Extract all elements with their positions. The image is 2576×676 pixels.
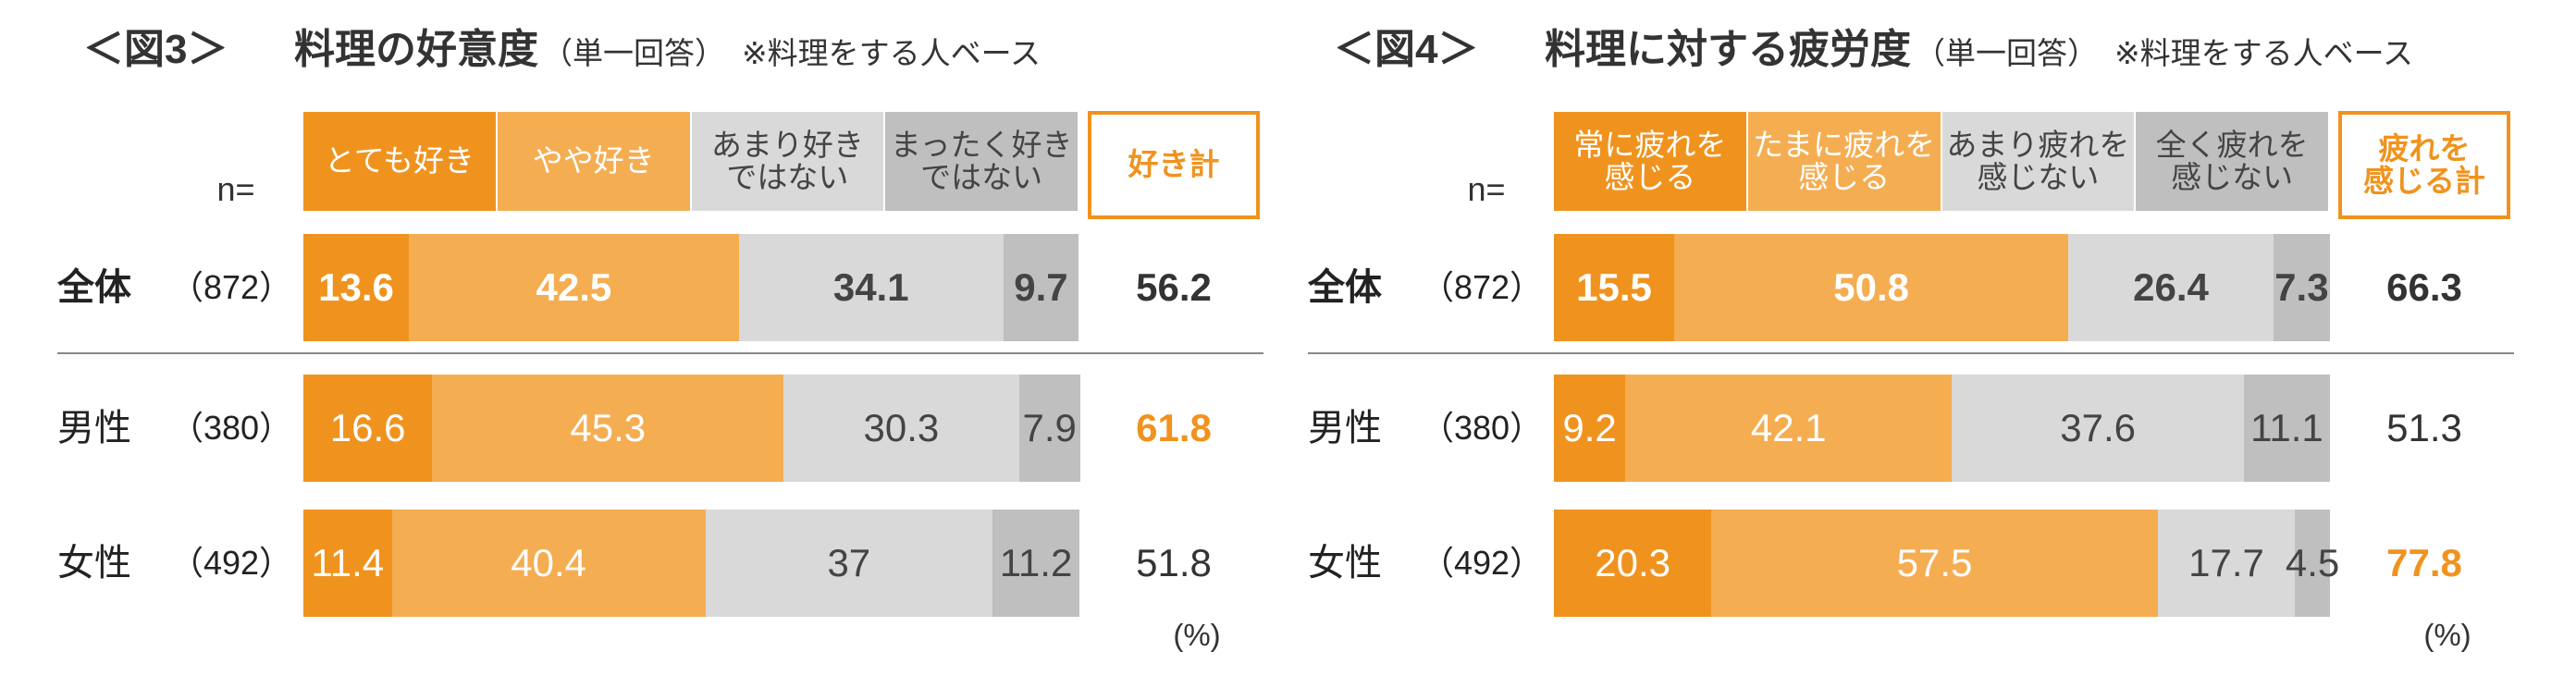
unit-label: (%) <box>2423 617 2471 652</box>
n-label: n= <box>216 170 255 209</box>
value-label: 34.1 <box>832 264 909 309</box>
bar <box>2068 234 2274 341</box>
bar <box>432 375 784 482</box>
value-label: 37.6 <box>2060 405 2136 449</box>
legend-item: まったく好き ではない <box>885 112 1078 211</box>
bar <box>1674 234 2069 341</box>
category-label: 全体 <box>1308 267 1382 308</box>
chart-number: ＜図3＞ <box>83 26 228 72</box>
value-label: 15.5 <box>1576 264 1652 309</box>
bar <box>783 375 1019 482</box>
legend-item: あまり疲れを 感じない <box>1941 112 2135 211</box>
bar <box>1625 375 1953 482</box>
bar <box>992 510 1079 617</box>
bar <box>705 510 993 617</box>
chart-note: （単一回答） <box>542 35 725 70</box>
bar <box>2157 510 2296 617</box>
bar <box>2243 375 2330 482</box>
legend-item: とても好き <box>303 112 496 211</box>
bar <box>1711 510 2158 617</box>
divider <box>1308 352 2514 354</box>
value-label: 7.3 <box>2274 264 2329 309</box>
value-label: 9.2 <box>1562 405 1617 449</box>
value-label: 20.3 <box>1595 540 1671 584</box>
bar <box>1003 234 1079 341</box>
sample-size: （872） <box>1420 268 1544 307</box>
total-header: 疲れを 感じる計 <box>2338 111 2510 219</box>
bar <box>391 510 706 617</box>
bar <box>303 375 433 482</box>
sample-size: （380） <box>1420 409 1544 448</box>
value-label: 42.1 <box>1750 405 1827 449</box>
chart-title: 料理の好意度 <box>294 26 538 72</box>
value-label: 4.5 <box>2285 540 2340 584</box>
category-label: 全体 <box>57 267 131 308</box>
total-value: 77.8 <box>2386 540 2462 584</box>
bar <box>303 234 410 341</box>
legend-item: 常に疲れを 感じる <box>1554 112 1746 211</box>
category-label: 女性 <box>1308 543 1382 584</box>
legend-item: 全く疲れを 感じない <box>2136 112 2328 211</box>
bar <box>303 510 392 617</box>
sample-size: （492） <box>169 544 293 583</box>
unit-label: (%) <box>1173 617 1221 652</box>
total-header: 好き計 <box>1088 111 1260 219</box>
bar <box>409 234 739 341</box>
value-label: 37 <box>827 540 871 584</box>
total-value: 51.8 <box>1136 540 1212 584</box>
bar <box>1554 234 1675 341</box>
value-label: 40.4 <box>511 540 586 584</box>
value-label: 57.5 <box>1896 540 1973 584</box>
category-label: 男性 <box>1308 408 1382 449</box>
chart-title: 料理に対する疲労度 <box>1545 26 1911 72</box>
value-label: 11.1 <box>2250 405 2323 449</box>
bar <box>1554 375 1626 482</box>
value-label: 11.4 <box>311 540 385 584</box>
value-label: 50.8 <box>1833 264 1909 309</box>
chart-base: ※料理をする人ベース <box>2114 35 2414 70</box>
value-label: 11.2 <box>999 540 1073 584</box>
sample-size: （492） <box>1420 544 1544 583</box>
sample-size: （380） <box>169 409 293 448</box>
chart-note: （単一回答） <box>1915 35 2098 70</box>
sample-size: （872） <box>169 268 293 307</box>
category-label: 女性 <box>57 543 131 584</box>
value-label: 13.6 <box>318 264 394 309</box>
total-value: 61.8 <box>1136 405 1212 449</box>
chart-base: ※料理をする人ベース <box>742 35 1041 70</box>
bar <box>2273 234 2330 341</box>
bar <box>1952 375 2244 482</box>
bar <box>1554 510 1712 617</box>
bar <box>738 234 1004 341</box>
legend-item: やや好き <box>497 112 690 211</box>
value-label: 45.3 <box>570 405 647 449</box>
total-value: 56.2 <box>1136 264 1212 309</box>
legend-item: たまに疲れを 感じる <box>1747 112 1941 211</box>
value-label: 9.7 <box>1014 264 1068 309</box>
total-value: 66.3 <box>2386 264 2462 309</box>
chart-number: ＜図4＞ <box>1334 26 1479 72</box>
divider <box>57 352 1263 354</box>
bar <box>1018 375 1080 482</box>
category-label: 男性 <box>57 408 131 449</box>
value-label: 42.5 <box>536 264 612 309</box>
total-value: 51.3 <box>2386 405 2462 449</box>
value-label: 7.9 <box>1022 405 1077 449</box>
value-label: 17.7 <box>2188 540 2264 584</box>
value-label: 16.6 <box>329 405 406 449</box>
bar <box>2295 510 2330 617</box>
n-label: n= <box>1467 170 1506 209</box>
legend-item: あまり好き ではない <box>691 112 884 211</box>
value-label: 26.4 <box>2133 264 2209 309</box>
value-label: 30.3 <box>863 405 940 449</box>
